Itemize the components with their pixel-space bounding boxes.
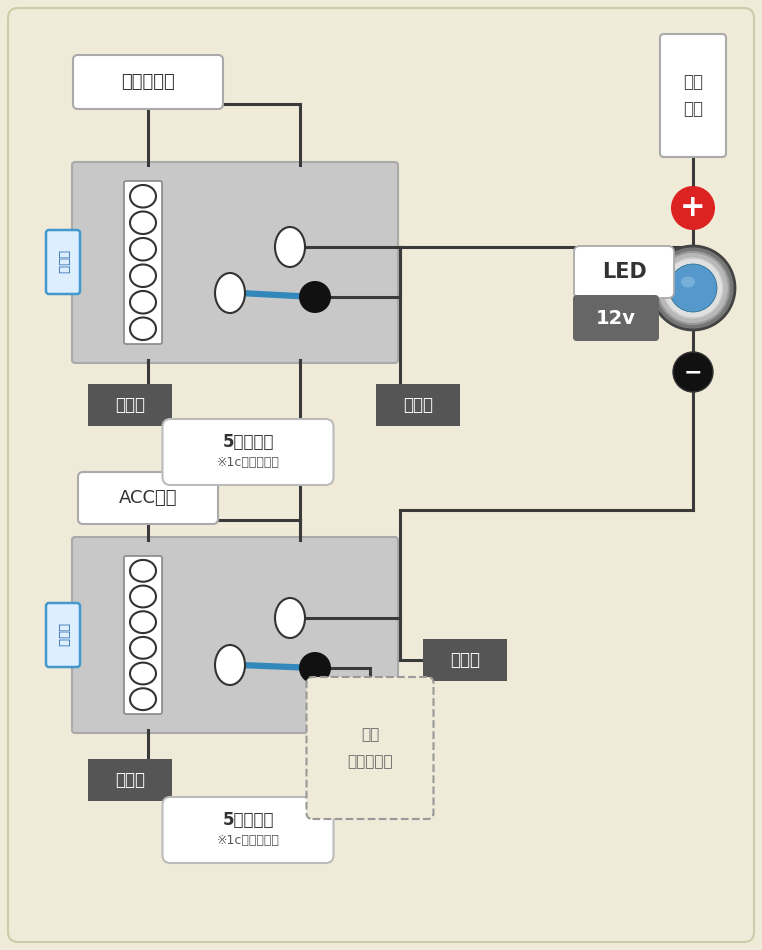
FancyBboxPatch shape — [124, 556, 162, 714]
Text: アース: アース — [403, 396, 433, 414]
FancyBboxPatch shape — [162, 419, 334, 485]
Text: ※1c接点リレー: ※1c接点リレー — [216, 833, 280, 846]
Text: LED: LED — [602, 262, 646, 282]
Text: イルミ電源: イルミ電源 — [121, 73, 174, 91]
FancyBboxPatch shape — [78, 472, 218, 524]
Text: 5極リレー: 5極リレー — [223, 811, 274, 829]
Text: 5極リレー: 5極リレー — [223, 433, 274, 451]
Circle shape — [651, 246, 735, 330]
FancyBboxPatch shape — [306, 677, 434, 819]
Text: アース: アース — [115, 396, 145, 414]
Text: 何も
つながない: 何も つながない — [347, 727, 393, 769]
FancyBboxPatch shape — [88, 384, 172, 426]
FancyBboxPatch shape — [46, 230, 80, 294]
Circle shape — [671, 186, 715, 230]
Circle shape — [299, 281, 331, 313]
Circle shape — [663, 258, 723, 318]
Circle shape — [299, 652, 331, 684]
Ellipse shape — [215, 273, 245, 313]
Text: −: − — [684, 362, 703, 382]
FancyBboxPatch shape — [660, 34, 726, 157]
Text: アース: アース — [450, 651, 480, 669]
Text: 12v: 12v — [596, 309, 636, 328]
Circle shape — [673, 352, 713, 392]
Text: 常時
電源: 常時 電源 — [683, 73, 703, 118]
Text: ACC電源: ACC電源 — [119, 489, 178, 507]
Ellipse shape — [681, 276, 695, 288]
FancyBboxPatch shape — [376, 384, 460, 426]
Text: コイル: コイル — [56, 250, 69, 274]
FancyBboxPatch shape — [88, 759, 172, 801]
FancyBboxPatch shape — [573, 295, 659, 341]
FancyBboxPatch shape — [162, 797, 334, 863]
Circle shape — [669, 264, 717, 312]
Ellipse shape — [275, 598, 305, 638]
FancyBboxPatch shape — [574, 246, 674, 298]
Text: アース: アース — [115, 771, 145, 789]
FancyBboxPatch shape — [46, 603, 80, 667]
FancyBboxPatch shape — [72, 537, 398, 733]
Text: +: + — [680, 194, 706, 222]
Text: ※1c接点リレー: ※1c接点リレー — [216, 455, 280, 468]
Polygon shape — [655, 272, 668, 293]
Ellipse shape — [215, 645, 245, 685]
FancyBboxPatch shape — [124, 181, 162, 344]
Text: コイル: コイル — [56, 623, 69, 647]
FancyBboxPatch shape — [423, 639, 507, 681]
FancyBboxPatch shape — [72, 162, 398, 363]
Circle shape — [657, 252, 729, 324]
Ellipse shape — [275, 227, 305, 267]
FancyBboxPatch shape — [73, 55, 223, 109]
